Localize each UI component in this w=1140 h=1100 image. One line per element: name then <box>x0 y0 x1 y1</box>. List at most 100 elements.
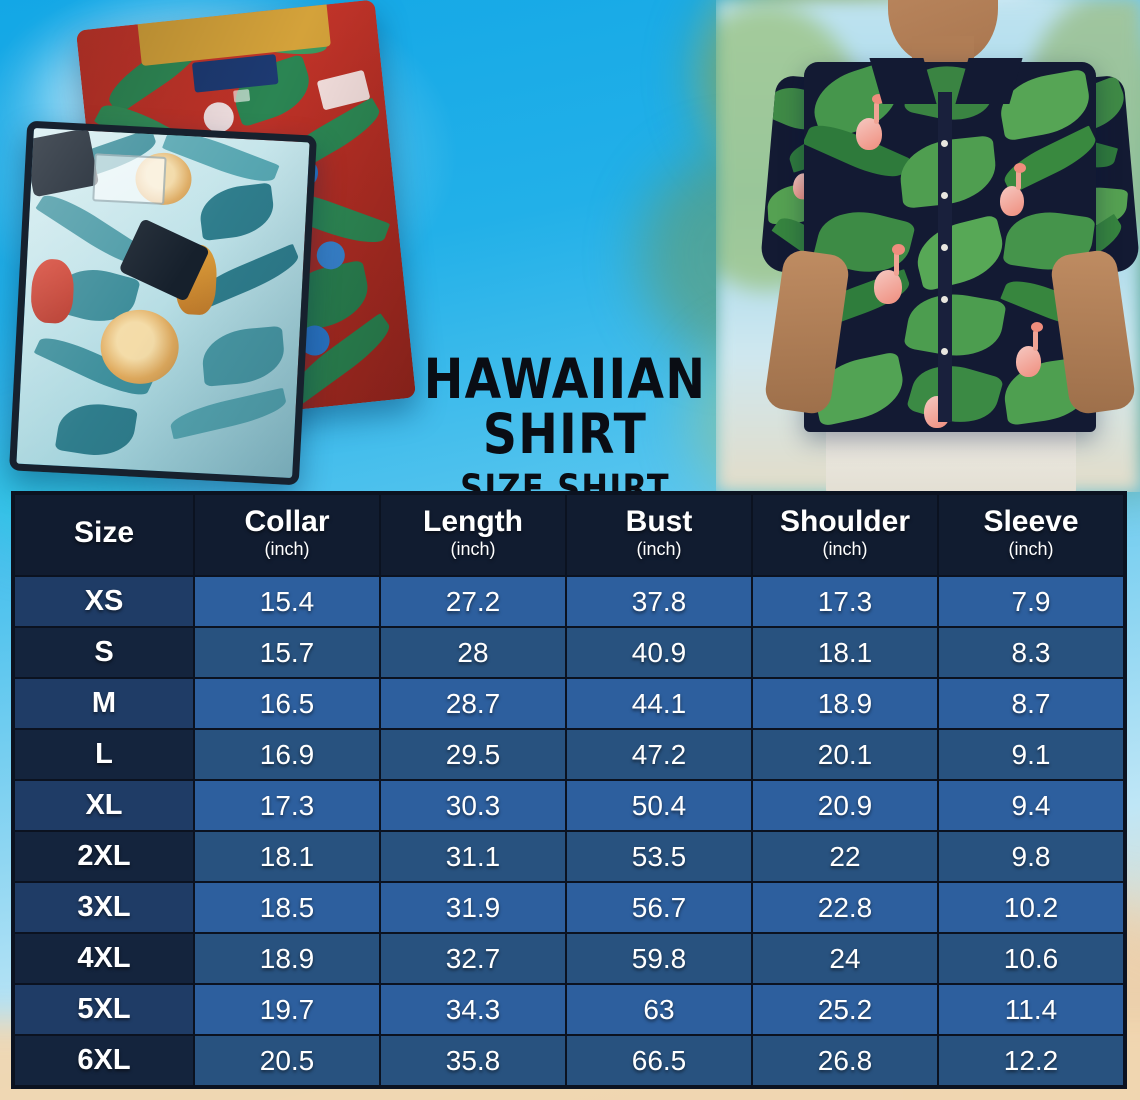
size-cell: 2XL <box>13 830 195 883</box>
size-chart-table: Size Collar (inch) Length (inch) Bust (i… <box>13 493 1125 1087</box>
column-header-label: Shoulder <box>779 505 910 539</box>
table-row: 5XL 19.7 34.3 63 25.2 11.4 <box>13 983 1125 1036</box>
table-row: L 16.9 29.5 47.2 20.1 9.1 <box>13 728 1125 781</box>
column-header-size: Size <box>13 493 195 577</box>
value-cell-collar: 15.7 <box>193 626 381 679</box>
column-header-bust: Bust (inch) <box>565 493 753 577</box>
table-row: M 16.5 28.7 44.1 18.9 8.7 <box>13 677 1125 730</box>
value-cell-bust: 53.5 <box>565 830 753 883</box>
value-cell-length: 30.3 <box>379 779 567 832</box>
value-cell-bust: 50.4 <box>565 779 753 832</box>
value-cell-length: 32.7 <box>379 932 567 985</box>
model-photo <box>716 0 1140 492</box>
shirt-button <box>941 348 948 355</box>
value-cell-bust: 63 <box>565 983 753 1036</box>
shirt-button <box>941 192 948 199</box>
value-cell-sleeve: 12.2 <box>937 1034 1125 1087</box>
column-header-unit: (inch) <box>450 538 496 559</box>
value-cell-collar: 18.1 <box>193 830 381 883</box>
column-header-label: Collar <box>244 505 330 539</box>
value-cell-sleeve: 10.2 <box>937 881 1125 934</box>
value-cell-bust: 66.5 <box>565 1034 753 1087</box>
value-cell-shoulder: 22.8 <box>751 881 939 934</box>
value-cell-length: 34.3 <box>379 983 567 1036</box>
value-cell-length: 35.8 <box>379 1034 567 1087</box>
column-header-label: Length <box>423 505 523 539</box>
table-body: XS 15.4 27.2 37.8 17.3 7.9 S 15.7 28 40.9 18.1 8.3 M… <box>13 575 1125 1087</box>
value-cell-sleeve: 11.4 <box>937 983 1125 1036</box>
size-cell: L <box>13 728 195 781</box>
size-cell: XS <box>13 575 195 628</box>
header-row: Size Collar (inch) Length (inch) Bust (i… <box>13 493 1125 577</box>
size-cell: XL <box>13 779 195 832</box>
value-cell-shoulder: 18.1 <box>751 626 939 679</box>
column-header-label: Bust <box>625 505 693 539</box>
shirt-button <box>941 296 948 303</box>
shirt-button <box>941 140 948 147</box>
value-cell-collar: 16.5 <box>193 677 381 730</box>
value-cell-length: 28.7 <box>379 677 567 730</box>
value-cell-sleeve: 9.4 <box>937 779 1125 832</box>
value-cell-length: 28 <box>379 626 567 679</box>
column-header-label: Sleeve <box>983 505 1079 539</box>
title-block: HAWAIIAN SHIRT SIZE SHIRT <box>305 347 825 508</box>
table-row: XL 17.3 30.3 50.4 20.9 9.4 <box>13 779 1125 832</box>
folded-shirt-blue <box>9 120 317 486</box>
value-cell-collar: 16.9 <box>193 728 381 781</box>
value-cell-sleeve: 7.9 <box>937 575 1125 628</box>
page-title: HAWAIIAN SHIRT <box>423 347 707 466</box>
value-cell-sleeve: 10.6 <box>937 932 1125 985</box>
value-cell-length: 31.9 <box>379 881 567 934</box>
size-cell: 3XL <box>13 881 195 934</box>
value-cell-shoulder: 18.9 <box>751 677 939 730</box>
value-cell-bust: 37.8 <box>565 575 753 628</box>
value-cell-collar: 20.5 <box>193 1034 381 1087</box>
column-header-sleeve: Sleeve (inch) <box>937 493 1125 577</box>
size-cell: M <box>13 677 195 730</box>
value-cell-shoulder: 24 <box>751 932 939 985</box>
value-cell-bust: 44.1 <box>565 677 753 730</box>
column-header-length: Length (inch) <box>379 493 567 577</box>
column-header-unit: (inch) <box>1008 538 1054 559</box>
size-cell: 4XL <box>13 932 195 985</box>
value-cell-collar: 15.4 <box>193 575 381 628</box>
value-cell-collar: 18.5 <box>193 881 381 934</box>
table-row: 4XL 18.9 32.7 59.8 24 10.6 <box>13 932 1125 985</box>
value-cell-shoulder: 26.8 <box>751 1034 939 1087</box>
table-row: XS 15.4 27.2 37.8 17.3 7.9 <box>13 575 1125 628</box>
size-cell: 5XL <box>13 983 195 1036</box>
value-cell-shoulder: 17.3 <box>751 575 939 628</box>
value-cell-sleeve: 9.8 <box>937 830 1125 883</box>
value-cell-bust: 47.2 <box>565 728 753 781</box>
table-row: 2XL 18.1 31.1 53.5 22 9.8 <box>13 830 1125 883</box>
value-cell-bust: 56.7 <box>565 881 753 934</box>
column-header-label: Size <box>73 516 135 550</box>
value-cell-collar: 18.9 <box>193 932 381 985</box>
table-row: S 15.7 28 40.9 18.1 8.3 <box>13 626 1125 679</box>
column-header-shoulder: Shoulder (inch) <box>751 493 939 577</box>
shirt-button <box>941 244 948 251</box>
column-header-unit: (inch) <box>264 538 310 559</box>
table-row: 3XL 18.5 31.9 56.7 22.8 10.2 <box>13 881 1125 934</box>
table-row: 6XL 20.5 35.8 66.5 26.8 12.2 <box>13 1034 1125 1087</box>
size-cell: 6XL <box>13 1034 195 1087</box>
value-cell-shoulder: 25.2 <box>751 983 939 1036</box>
column-header-collar: Collar (inch) <box>193 493 381 577</box>
value-cell-collar: 17.3 <box>193 779 381 832</box>
value-cell-collar: 19.7 <box>193 983 381 1036</box>
model-shirt-placket <box>938 92 952 422</box>
value-cell-sleeve: 8.7 <box>937 677 1125 730</box>
value-cell-sleeve: 8.3 <box>937 626 1125 679</box>
column-header-unit: (inch) <box>822 538 868 559</box>
value-cell-length: 31.1 <box>379 830 567 883</box>
value-cell-sleeve: 9.1 <box>937 728 1125 781</box>
value-cell-bust: 40.9 <box>565 626 753 679</box>
value-cell-length: 29.5 <box>379 728 567 781</box>
size-cell: S <box>13 626 195 679</box>
table-header: Size Collar (inch) Length (inch) Bust (i… <box>13 493 1125 577</box>
value-cell-bust: 59.8 <box>565 932 753 985</box>
value-cell-shoulder: 22 <box>751 830 939 883</box>
value-cell-length: 27.2 <box>379 575 567 628</box>
column-header-unit: (inch) <box>636 538 682 559</box>
